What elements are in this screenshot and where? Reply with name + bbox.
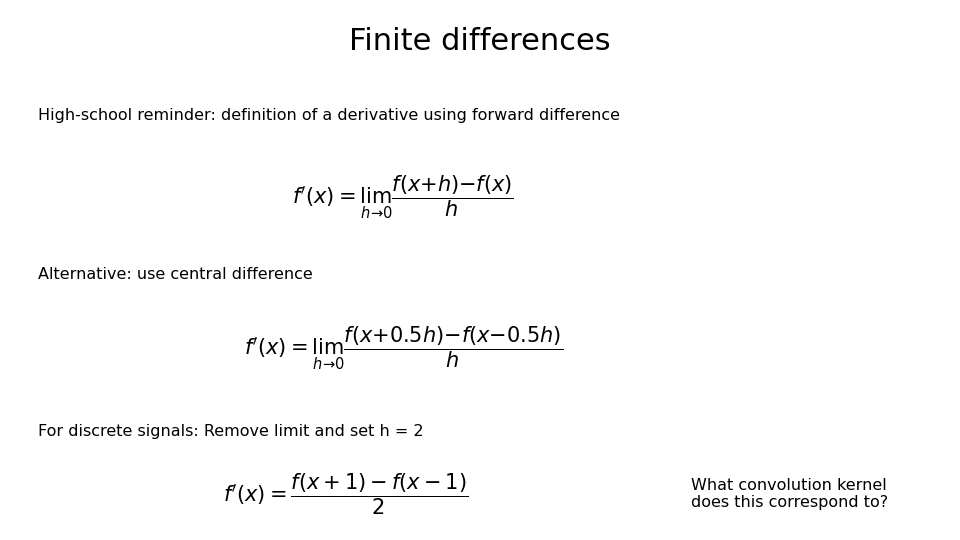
Text: $f'(x) = \lim_{h \to 0} \dfrac{f(x+0.5h) - f(x-0.5h)}{h}$: $f'(x) = \lim_{h \to 0} \dfrac{f(x+0.5h)…	[244, 325, 563, 372]
Text: Finite differences: Finite differences	[349, 27, 611, 56]
Text: Alternative: use central difference: Alternative: use central difference	[38, 267, 313, 282]
Text: $f'(x) = \lim_{h \to 0} \dfrac{f(x+h) - f(x)}{h}$: $f'(x) = \lim_{h \to 0} \dfrac{f(x+h) - …	[292, 173, 515, 221]
Text: What convolution kernel
does this correspond to?: What convolution kernel does this corres…	[691, 478, 888, 510]
Text: High-school reminder: definition of a derivative using forward difference: High-school reminder: definition of a de…	[38, 108, 620, 123]
Text: For discrete signals: Remove limit and set h = 2: For discrete signals: Remove limit and s…	[38, 424, 424, 439]
Text: $f'(x) = \dfrac{f(x+1) - f(x-1)}{2}$: $f'(x) = \dfrac{f(x+1) - f(x-1)}{2}$	[223, 471, 468, 517]
